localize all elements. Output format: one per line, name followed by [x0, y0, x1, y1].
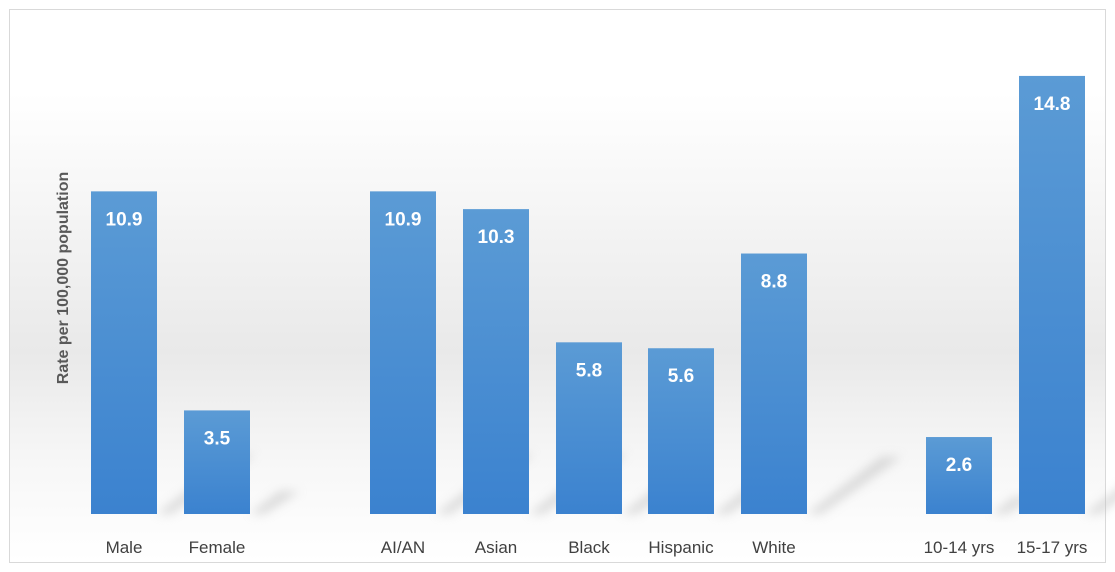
bar-female	[184, 410, 250, 514]
bar-shadow	[807, 456, 902, 514]
x-tick-label: 10-14 yrs	[924, 538, 995, 557]
bar-black	[556, 342, 622, 514]
x-tick-label: White	[752, 538, 795, 557]
data-label: 8.8	[761, 272, 787, 293]
x-tick-label: Female	[189, 538, 246, 557]
x-tick-label: Asian	[475, 538, 518, 557]
x-tick-label: Black	[568, 538, 610, 557]
data-label: 14.8	[1034, 94, 1071, 115]
data-label: 5.8	[576, 360, 602, 381]
data-label: 5.6	[668, 366, 694, 387]
x-tick-label: 15-17 yrs	[1017, 538, 1088, 557]
bar-male	[91, 191, 157, 515]
bar-shadow	[1085, 490, 1115, 514]
bar-white	[741, 253, 807, 514]
x-tick-label: Male	[106, 538, 143, 557]
data-label: 10.9	[385, 209, 422, 230]
x-tick-label: Hispanic	[648, 538, 714, 557]
bar-15-17-yrs	[1019, 75, 1085, 515]
bar-shadow	[250, 491, 300, 514]
x-tick-labels-group: Male Female AI/AN Asian Black Hispanic White 10…	[106, 538, 1088, 557]
x-tick-label: AI/AN	[381, 538, 425, 557]
data-labels-group: 10.9 3.5 10.9 10.3 5.8 5.6 8.8 2.6 14.8	[106, 94, 1071, 476]
data-label: 2.6	[946, 455, 972, 476]
bar-ai-an	[370, 191, 436, 515]
y-axis-label: Rate per 100,000 population	[55, 172, 72, 385]
bar-asian	[463, 209, 529, 514]
data-label: 3.5	[204, 428, 231, 449]
data-label: 10.3	[478, 227, 515, 248]
bar-10-14-yrs	[926, 437, 992, 514]
data-label: 10.9	[106, 209, 143, 230]
bars-group	[91, 75, 1085, 515]
bar-hispanic	[648, 348, 714, 514]
